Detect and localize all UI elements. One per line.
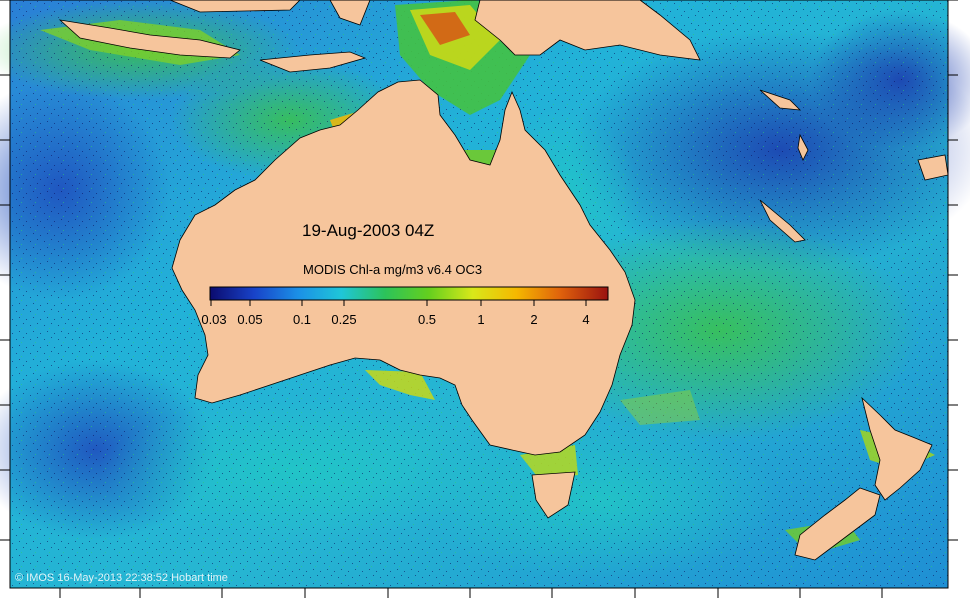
tasmania-landmass [531,471,576,519]
colorbar-tick-label: 0.1 [292,312,312,327]
colorbar-title: MODIS Chl-a mg/m3 v6.4 OC3 [303,262,483,277]
nz-north-island [861,396,933,501]
timor-landmass [259,51,367,73]
copyright-credit: © IMOS 16-May-2013 22:38:52 Hobart time [15,572,228,584]
colorbar-tick-label: 0.05 [237,312,263,327]
java-landmass [58,19,241,59]
australia-landmass [171,79,636,456]
map-border [9,0,949,589]
colorbar-tick-label: 4 [582,312,590,327]
solomon-islands [759,89,802,111]
colorbar-tick-label: 0.25 [331,312,357,327]
colorbar-tick-label: 0.5 [417,312,437,327]
new-caledonia [759,199,806,243]
colorbar [209,286,609,306]
borneo-landmass [169,0,301,13]
vanuatu [797,133,809,161]
colorbar-tick-label: 2 [530,312,538,327]
date-label: 19-Aug-2003 04Z [302,221,435,240]
sulawesi-landmass [329,0,371,26]
land-layer [58,0,949,561]
colorbar-tick-label: 1 [477,312,485,327]
colorbar-tick-label: 0.03 [201,312,227,327]
nz-south-island [794,487,881,561]
new-guinea-landmass [474,0,701,61]
